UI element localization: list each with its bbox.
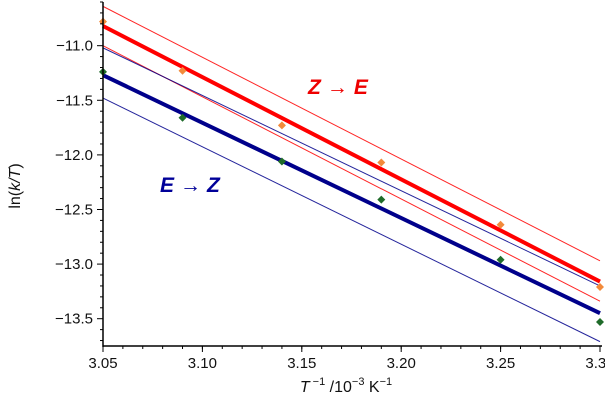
fit-line-z_to_e (102, 24, 601, 284)
data-point-e_to_z (496, 255, 505, 264)
confidence-line-z_to_e-lower (102, 45, 601, 302)
annotation-z-to-e: Z → E (307, 76, 369, 99)
y-tick-label: −12.5 (55, 201, 93, 218)
data-point-z_to_e (377, 158, 386, 167)
x-tick-label: 3.25 (486, 355, 515, 372)
x-tick-label: 3.15 (287, 355, 316, 372)
data-point-z_to_e (496, 220, 505, 229)
y-tick-label: −13.5 (55, 311, 93, 328)
data-point-e_to_z (377, 195, 386, 204)
axes (97, 1, 602, 352)
data-point-e_to_z (277, 157, 286, 166)
y-tick-label: −13.0 (55, 256, 93, 273)
data-point-e_to_z (178, 113, 187, 122)
fit-line-e_to_z (102, 73, 601, 316)
confidence-line-z_to_e-upper (102, 5, 601, 262)
y-tick-label: −11.5 (56, 92, 93, 109)
confidence-line-e_to_z-lower (102, 97, 601, 343)
data-point-z_to_e (178, 66, 187, 75)
x-tick-label: 3.10 (188, 355, 217, 372)
x-axis-title: T −1 /10−3 K−1 (300, 376, 392, 396)
data-point-e_to_z (596, 317, 604, 326)
y-axis-title: ln(k/T) (7, 163, 24, 208)
confidence-line-e_to_z-upper (102, 47, 601, 287)
y-tick-label: −11.0 (56, 38, 93, 55)
annotation-e-to-z: E → Z (160, 174, 221, 197)
x-tick-label: 3.05 (88, 355, 117, 372)
tick-labels: 3.05 3.10 3.15 3.20 3.25 3.30 −11.0 −11.5 −12.0 −… (55, 38, 605, 372)
data-point-z_to_e (277, 121, 286, 130)
y-tick-label: −12.0 (55, 147, 93, 164)
data-point-z_to_e (596, 283, 604, 292)
plot-area (102, 5, 601, 343)
x-tick-label: 3.20 (387, 355, 416, 372)
x-tick-label: 3.30 (585, 355, 605, 372)
